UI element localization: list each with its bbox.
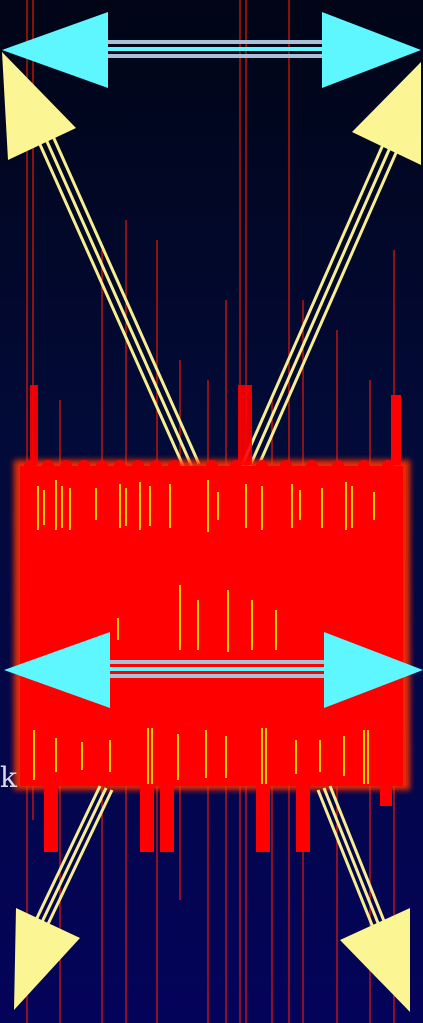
stray-letter: k [0,761,17,794]
diagonal-shafts-upper [36,133,401,477]
yellow-dash-texture [33,480,375,784]
red-block [14,385,410,852]
diagonal-shafts-lower [24,785,394,946]
double-headed-arrow-icon [4,632,423,708]
double-headed-arrow-icon [2,12,421,88]
diagonal-arrow-icon [2,52,421,1012]
